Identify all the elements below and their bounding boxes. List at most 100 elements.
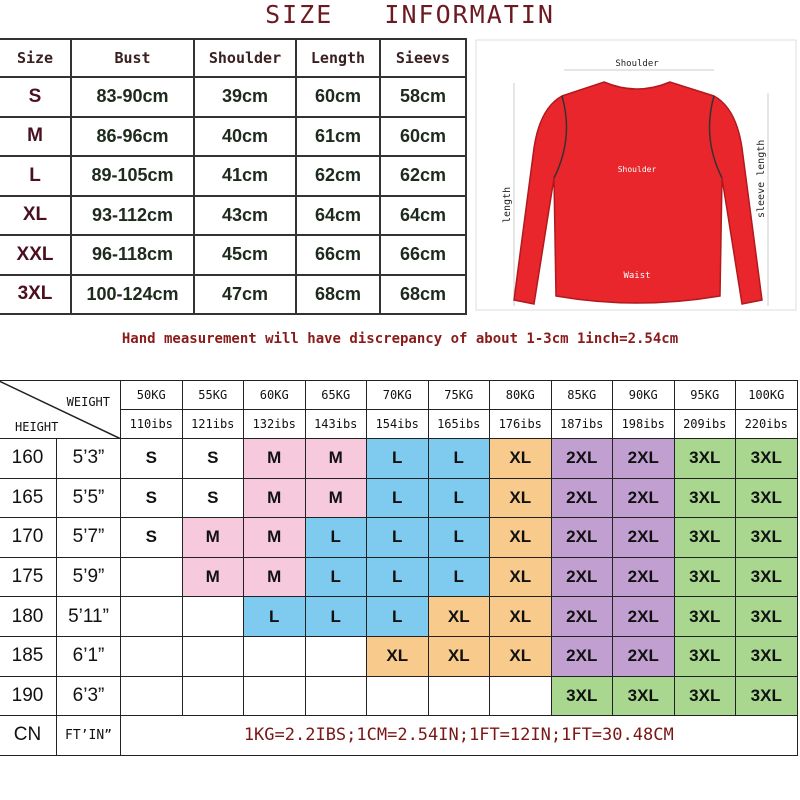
height-ft: 5’5” — [56, 477, 121, 519]
shoulder-mid-label: Shoulder — [618, 165, 657, 174]
size-recommendation — [120, 556, 183, 598]
weight-kg-header: 50KG — [120, 380, 183, 410]
size-recommendation: 2XL — [612, 556, 675, 598]
weight-lbs-header: 198ibs — [612, 409, 675, 439]
height-ft: 5’7” — [56, 517, 121, 558]
weight-kg-header: 100KG — [735, 380, 798, 410]
measurement-cell: 39cm — [193, 76, 297, 118]
corner-cell: WEIGHT HEIGHT — [0, 380, 121, 439]
measurement-cell: 43cm — [193, 194, 297, 236]
shirt-body — [513, 81, 763, 305]
cn-label: CN — [0, 715, 57, 756]
header-shoulder: Shoulder — [193, 38, 297, 78]
measurement-header-row: Size Bust Shoulder Length Sieevs — [0, 38, 467, 78]
fit-row: 190 6’3” 3XL 3XL 3XL 3XL — [0, 675, 798, 717]
size-recommendation: M — [304, 438, 367, 479]
size-recommendation: 2XL — [612, 438, 675, 479]
size-recommendation: 2XL — [550, 517, 613, 558]
size-recommendation: M — [243, 517, 306, 558]
height-ft: 5’9” — [56, 556, 121, 598]
weight-lbs-header: 187ibs — [550, 409, 613, 439]
weight-kg-header: 70KG — [366, 380, 429, 410]
weight-kg-header: 55KG — [181, 380, 244, 410]
size-recommendation: L — [366, 517, 429, 558]
size-recommendation: L — [366, 477, 429, 519]
measurement-cell: 89-105cm — [70, 155, 195, 197]
measurement-cell: 64cm — [379, 194, 467, 236]
header-bust: Bust — [70, 38, 195, 78]
weight-lbs-header: 110ibs — [120, 409, 183, 439]
height-ft: 5’11” — [56, 596, 121, 637]
size-recommendation: 2XL — [550, 635, 613, 677]
height-ft: 6’3” — [56, 675, 121, 717]
size-recommendation: L — [427, 556, 490, 598]
weight-lbs-header: 154ibs — [366, 409, 429, 439]
measurement-row: 3XL 100-124cm 47cm 68cm 68cm — [0, 273, 467, 315]
measurement-row: S 83-90cm 39cm 60cm 58cm — [0, 76, 467, 118]
measurement-cell: 41cm — [193, 155, 297, 197]
measurement-cell: 58cm — [379, 76, 467, 118]
size-recommendation: M — [181, 517, 244, 558]
height-cm: 165 — [0, 477, 57, 519]
size-recommendation — [243, 635, 306, 677]
measurement-row: M 86-96cm 40cm 61cm 60cm — [0, 115, 467, 157]
size-recommendation: 3XL — [735, 556, 798, 598]
measurement-cell: 62cm — [295, 155, 381, 197]
size-recommendation: 2XL — [612, 477, 675, 519]
size-recommendation: M — [304, 477, 367, 519]
size-recommendation: 2XL — [612, 635, 675, 677]
size-recommendation: 2XL — [612, 517, 675, 558]
size-recommendation: M — [243, 477, 306, 519]
weight-kg-header: 60KG — [243, 380, 306, 410]
weight-kg-header: 75KG — [427, 380, 490, 410]
ft-in-label: FT’IN” — [56, 715, 121, 756]
measurement-row: L 89-105cm 41cm 62cm 62cm — [0, 155, 467, 197]
size-recommendation — [427, 675, 490, 717]
size-recommendation: S — [120, 438, 183, 479]
size-recommendation: 3XL — [673, 556, 736, 598]
sleeve-length-label: sleeve length — [756, 140, 767, 218]
fit-row: 165 5’5” S S M M L L XL 2XL 2XL 3XL 3XL — [0, 477, 798, 519]
measurement-cell: 83-90cm — [70, 76, 195, 118]
size-recommendation — [366, 675, 429, 717]
size-recommendation — [120, 675, 183, 717]
size-recommendation — [489, 675, 552, 717]
shoulder-top-label: Shoulder — [615, 59, 659, 69]
weight-lbs-header: 176ibs — [489, 409, 552, 439]
height-label: HEIGHT — [15, 420, 59, 434]
size-recommendation — [243, 675, 306, 717]
weight-label: WEIGHT — [66, 395, 110, 409]
size-recommendation: L — [366, 596, 429, 637]
weight-lbs-header: 220ibs — [735, 409, 798, 439]
size-recommendation: 3XL — [673, 596, 736, 637]
measurement-cell: 60cm — [379, 115, 467, 157]
size-recommendation: S — [181, 477, 244, 519]
measurement-cell: 68cm — [379, 273, 467, 315]
size-recommendation: M — [181, 556, 244, 598]
fit-row: 175 5’9” M M L L L XL 2XL 2XL 3XL 3XL — [0, 556, 798, 598]
weight-kg-header: 85KG — [550, 380, 613, 410]
size-recommendation — [304, 675, 367, 717]
size-recommendation: L — [366, 556, 429, 598]
size-recommendation: 3XL — [673, 438, 736, 479]
size-recommendation: 2XL — [612, 596, 675, 637]
size-recommendation: M — [243, 438, 306, 479]
size-recommendation: 2XL — [550, 477, 613, 519]
size-recommendation: 3XL — [735, 635, 798, 677]
measurement-cell: 86-96cm — [70, 115, 195, 157]
size-recommendation: XL — [489, 596, 552, 637]
size-recommendation: XL — [427, 596, 490, 637]
weight-kg-header: 90KG — [612, 380, 675, 410]
shirt-diagram: Shoulder Shoulder Waist length sleeve le… — [475, 39, 797, 311]
page-title: SIZE INFORMATIN — [265, 0, 555, 29]
size-recommendation: 3XL — [735, 596, 798, 637]
diagonal-divider — [0, 381, 121, 439]
size-recommendation: L — [427, 438, 490, 479]
height-cm: 180 — [0, 596, 57, 637]
kg-header-row: WEIGHT HEIGHT 50KG 55KG 60KG 65KG 70KG 75KG 80… — [0, 380, 798, 439]
size-cell: S — [0, 76, 72, 118]
size-recommendation: L — [304, 517, 367, 558]
measurement-cell: 60cm — [295, 76, 381, 118]
size-recommendation — [120, 596, 183, 637]
size-recommendation: 3XL — [673, 477, 736, 519]
